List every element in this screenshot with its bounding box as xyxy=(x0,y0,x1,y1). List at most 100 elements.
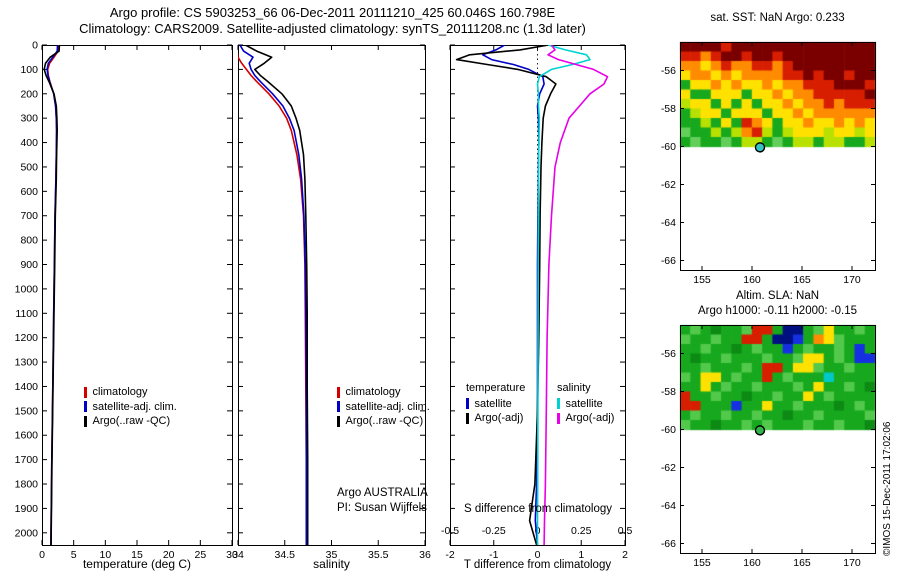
legend-difference-temperature: temperature satellite Argo(-adj) xyxy=(466,381,525,426)
tick-label: -64 xyxy=(661,217,676,229)
tick-label: 1900 xyxy=(15,503,39,515)
tick-label: -0.25 xyxy=(482,525,506,537)
sla-map-title-line1: Altim. SLA: NaN xyxy=(735,290,820,302)
tick-label: 35 xyxy=(326,549,338,561)
tick-label: 34 xyxy=(232,549,244,561)
legend-header: temperature xyxy=(466,382,526,394)
legend-swatch xyxy=(84,386,87,398)
tick-label: 36 xyxy=(419,549,431,561)
figure-title-line1: Argo profile: CS 5903253_66 06-Dec-2011 … xyxy=(109,5,556,20)
tick-label: 1600 xyxy=(15,430,39,442)
legend-difference-salinity: salinity satellite Argo(-adj) xyxy=(557,381,614,426)
sla-map-frame xyxy=(680,325,876,554)
tick-label: -66 xyxy=(661,255,676,267)
tick-label: 200 xyxy=(20,88,38,100)
tick-label: 34.5 xyxy=(275,549,296,561)
xlabel-temperature: temperature (deg C) xyxy=(82,557,192,571)
tick-label: 100 xyxy=(20,64,38,76)
sst-map-title: sat. SST: NaN Argo: 0.233 xyxy=(710,12,845,24)
tick-label: 20 xyxy=(163,549,175,561)
series-s-satellite xyxy=(536,45,591,545)
argo-position-marker xyxy=(754,142,766,153)
figure-title-line2: Climatology: CARS2009. Satellite-adjuste… xyxy=(79,21,586,36)
annotation-argo-australia: Argo AUSTRALIA xyxy=(337,487,428,499)
salinity-panel-frame xyxy=(238,45,426,546)
tick-label: 0 xyxy=(39,549,45,561)
tick-label: -62 xyxy=(661,179,676,191)
tick-label: 170 xyxy=(843,557,861,569)
tick-label: 165 xyxy=(793,557,811,569)
tick-label: 1300 xyxy=(15,357,39,369)
tick-label: 400 xyxy=(20,137,38,149)
legend-label: Argo(..raw -QC) xyxy=(92,415,171,427)
tick-label: -58 xyxy=(661,103,676,115)
tick-label: 1500 xyxy=(15,405,39,417)
legend-swatch xyxy=(84,401,87,413)
xlabel-salinity: salinity xyxy=(313,557,350,571)
legend-temperature-panel: climatology satellite-adj. clim. Argo(..ra… xyxy=(84,385,177,429)
tick-label: -62 xyxy=(661,462,676,474)
tick-label: 1100 xyxy=(15,308,38,320)
tick-label: 900 xyxy=(20,259,38,271)
label-s-difference: S difference from climatology xyxy=(463,503,613,515)
legend-item: satellite-adj. clim. xyxy=(337,400,430,415)
tick-label: 0 xyxy=(535,549,541,561)
legend-label: climatology xyxy=(345,386,401,398)
tick-label: 300 xyxy=(20,113,38,125)
tick-label: 0.25 xyxy=(571,525,592,537)
legend-header: salinity xyxy=(557,382,591,394)
series-s-argo-adj xyxy=(543,45,609,545)
tick-label: 800 xyxy=(20,235,38,247)
tick-label: -60 xyxy=(661,141,676,153)
argo-position-marker xyxy=(754,425,766,436)
tick-label: -56 xyxy=(661,348,676,360)
annotation-pi: PI: Susan Wijffels xyxy=(337,502,427,514)
tick-label: 1 xyxy=(578,549,584,561)
legend-item: Argo(..raw -QC) xyxy=(337,414,430,429)
legend-label: satellite xyxy=(474,397,512,410)
tick-label: 165 xyxy=(793,274,811,286)
tick-label: 155 xyxy=(693,557,711,569)
series-satellite-adj-clim xyxy=(239,45,308,545)
tick-label: 0.5 xyxy=(618,525,633,537)
legend-item: Argo(-adj) xyxy=(466,411,525,426)
tick-label: -66 xyxy=(661,538,676,550)
legend-swatch xyxy=(466,398,469,410)
imos-watermark: ©IMOS 15-Dec-2011 17:02:06 xyxy=(882,421,893,556)
legend-item: Argo(..raw -QC) xyxy=(84,414,177,429)
tick-label: 0 xyxy=(32,40,38,52)
tick-label: -64 xyxy=(661,500,676,512)
sst-map-frame xyxy=(680,42,876,271)
tick-label: 170 xyxy=(843,274,861,286)
tick-label: 600 xyxy=(20,186,38,198)
tick-label: 5 xyxy=(71,549,77,561)
tick-label: 700 xyxy=(20,210,38,222)
tick-label: 1000 xyxy=(15,283,39,295)
legend-label: Argo(-adj) xyxy=(565,412,615,424)
tick-label: 160 xyxy=(743,274,761,286)
legend-swatch xyxy=(557,412,560,424)
tick-label: 1400 xyxy=(15,381,39,393)
tick-label: 15 xyxy=(131,549,143,561)
tick-label: -56 xyxy=(661,65,676,77)
tick-label: 25 xyxy=(194,549,206,561)
legend-item: satellite xyxy=(557,397,614,412)
legend-salinity-panel: climatology satellite-adj. clim. Argo(..ra… xyxy=(337,385,430,429)
tick-label: -60 xyxy=(661,424,676,436)
tick-label: 35.5 xyxy=(368,549,389,561)
tick-label: 30 xyxy=(226,549,238,561)
tick-label: 1700 xyxy=(15,454,39,466)
tick-label: 160 xyxy=(743,557,761,569)
legend-item: satellite xyxy=(466,397,525,412)
legend-item: climatology xyxy=(337,385,430,400)
legend-label: satellite-adj. clim. xyxy=(92,400,177,413)
legend-label: satellite-adj. clim. xyxy=(345,400,430,413)
series-argo-raw-qc xyxy=(43,45,61,545)
legend-swatch xyxy=(466,412,469,424)
legend-label: satellite xyxy=(565,397,603,410)
tick-label: 1800 xyxy=(15,479,39,491)
tick-label: 2000 xyxy=(15,527,39,539)
tick-label: 1200 xyxy=(15,332,39,344)
tick-label: 500 xyxy=(20,161,38,173)
